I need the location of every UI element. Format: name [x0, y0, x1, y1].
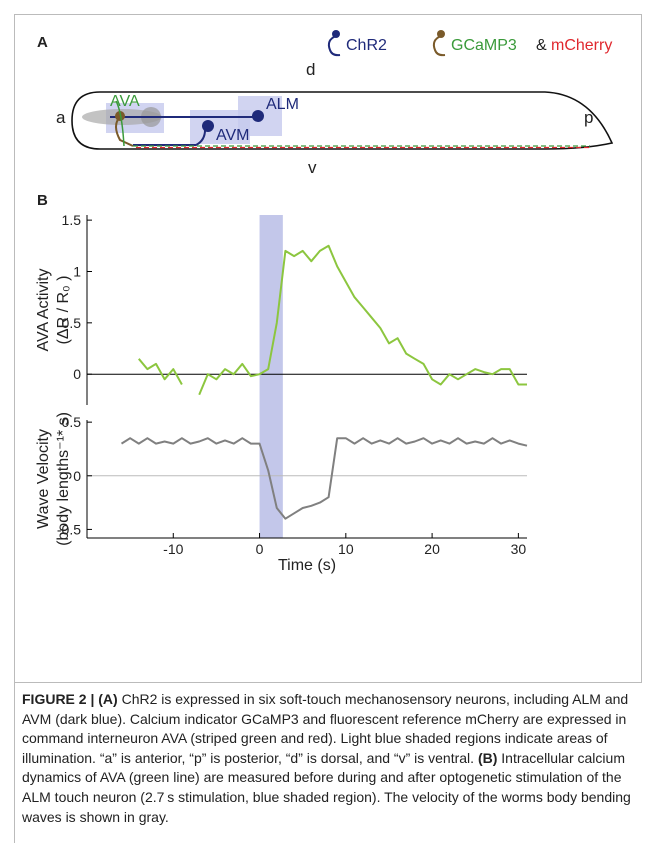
- x-tick-label: 30: [511, 541, 527, 557]
- y-axis-label: (body lengths⁻¹* s): [55, 412, 72, 546]
- caption-separator: [14, 682, 641, 683]
- stimulus-shade: [259, 215, 283, 538]
- dorsal-label: d: [306, 60, 315, 79]
- caption: FIGURE 2 | (A) ChR2 is expressed in six …: [22, 690, 642, 827]
- worm: [71, 91, 614, 150]
- legend-and: &: [536, 37, 547, 54]
- data-line: [138, 244, 527, 396]
- y-axis-label: Wave Velocity: [35, 429, 52, 529]
- x-tick-label: 10: [338, 541, 354, 557]
- y-tick-label: 0: [73, 468, 81, 484]
- panel-label: B: [37, 192, 48, 209]
- posterior-label: p: [584, 108, 593, 127]
- caption-text: ChR2 is expressed in six soft-touch mech…: [22, 691, 629, 766]
- anterior-label: a: [56, 108, 66, 127]
- y-axis-label: AVA Activity: [35, 269, 52, 352]
- legend-icon: [327, 30, 341, 57]
- legend-icon: [432, 30, 446, 57]
- y-tick-label: 0: [73, 366, 81, 382]
- frame-line: [14, 14, 15, 843]
- y-axis-label: (ΔR / R₀ ): [55, 276, 72, 345]
- caption-label: (B): [477, 749, 498, 766]
- legend-mcherry: mCherry: [551, 37, 612, 54]
- x-tick-label: -10: [163, 541, 183, 557]
- x-tick-label: 20: [424, 541, 440, 557]
- data-line: [120, 437, 528, 520]
- y-tick-label: 1: [73, 263, 81, 279]
- caption-lead: FIGURE 2 | (A): [22, 691, 118, 707]
- legend-chr2: ChR2: [346, 37, 387, 54]
- legend-gcamp: GCaMP3: [451, 37, 517, 54]
- x-tick-label: 0: [256, 541, 264, 557]
- caption-text: Intracellular calcium dynamics of AVA (g…: [22, 749, 631, 825]
- neuron-label: AVA: [110, 93, 140, 110]
- y-tick-label: 0.5: [62, 315, 82, 331]
- charts: 0 0.5 1 1.5 AVA Activity (ΔR / R₀ ) -0.5 0 0.5 Wa…: [35, 212, 528, 574]
- panel-label: A: [37, 34, 48, 51]
- y-tick-label: 0.5: [62, 414, 82, 430]
- ventral-label: v: [308, 158, 317, 177]
- figure: A ChR2 GCaMP3 & mCherry d a p v AVA ALM …: [35, 30, 614, 574]
- neuron-label: ALM: [266, 96, 299, 113]
- neuron-label: AVM: [216, 127, 249, 144]
- x-axis-label: Time (s): [278, 557, 336, 574]
- y-tick-label: -0.5: [57, 521, 81, 537]
- y-tick-label: 1.5: [62, 212, 82, 228]
